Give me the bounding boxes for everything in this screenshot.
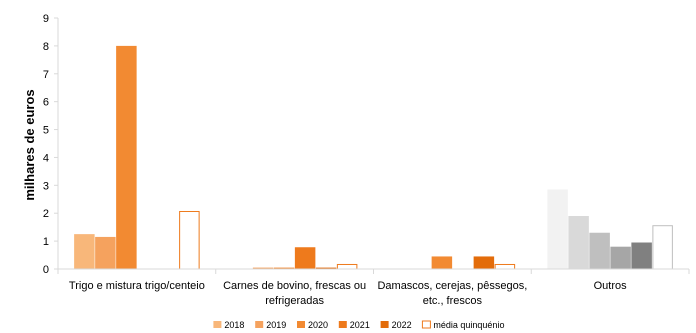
bar	[116, 45, 137, 270]
bar	[589, 232, 610, 269]
legend-swatch	[255, 321, 264, 328]
x-category-label: Carnes de bovino, frescas ou	[223, 280, 366, 292]
bar	[273, 267, 295, 269]
legend-label: média quinquénio	[433, 320, 504, 330]
y-tick-label: 1	[43, 236, 49, 248]
legend-label: 2022	[392, 320, 412, 330]
bar	[431, 256, 453, 269]
bar	[610, 246, 631, 269]
legend-label: 2020	[308, 320, 328, 330]
bar	[74, 234, 95, 269]
y-tick-label: 6	[43, 97, 49, 109]
x-category-label: Outros	[594, 280, 628, 292]
legend-swatch	[297, 321, 305, 328]
x-axis: Trigo e mistura trigo/centeio Carnes de b…	[57, 268, 690, 307]
legend-label: 2018	[224, 320, 244, 330]
x-category-label: Trigo e mistura trigo/centeio	[69, 280, 205, 292]
y-tick-label: 8	[43, 41, 49, 53]
y-axis-label: milhares de euros	[22, 89, 37, 200]
legend-swatch	[380, 321, 389, 328]
bar	[568, 216, 589, 269]
bar	[652, 225, 673, 270]
y-tick-label: 2	[43, 208, 49, 220]
bar	[315, 267, 337, 269]
x-category-label: refrigeradas	[265, 295, 324, 307]
y-tick-label: 9	[43, 13, 49, 25]
bar	[473, 256, 495, 269]
bar	[95, 236, 116, 269]
legend-swatch	[338, 321, 347, 328]
y-tick-label: 5	[43, 125, 49, 137]
y-axis: 0 1 2 3 4 5 6 7 8 9	[43, 13, 59, 276]
legend-swatch	[213, 321, 222, 328]
x-category-label: Damascos, cerejas, pêssegos,	[377, 280, 527, 292]
legend-swatch	[421, 320, 431, 329]
bars	[74, 45, 673, 270]
x-category-label: etc., frescos	[423, 295, 483, 307]
legend-label: 2019	[266, 320, 286, 330]
legend-label: 2021	[350, 320, 370, 330]
bar	[294, 247, 316, 269]
bar	[179, 210, 200, 270]
y-tick-label: 4	[43, 152, 49, 164]
bar	[494, 263, 516, 270]
bar	[336, 263, 358, 270]
y-tick-label: 0	[43, 264, 49, 276]
legend: 2018 2019 2020 2021 2022 média quinquénio	[213, 320, 504, 330]
y-tick-label: 3	[43, 180, 49, 192]
bar	[631, 242, 652, 269]
bar	[547, 189, 568, 269]
bar	[252, 267, 274, 269]
y-tick-label: 7	[43, 69, 49, 81]
